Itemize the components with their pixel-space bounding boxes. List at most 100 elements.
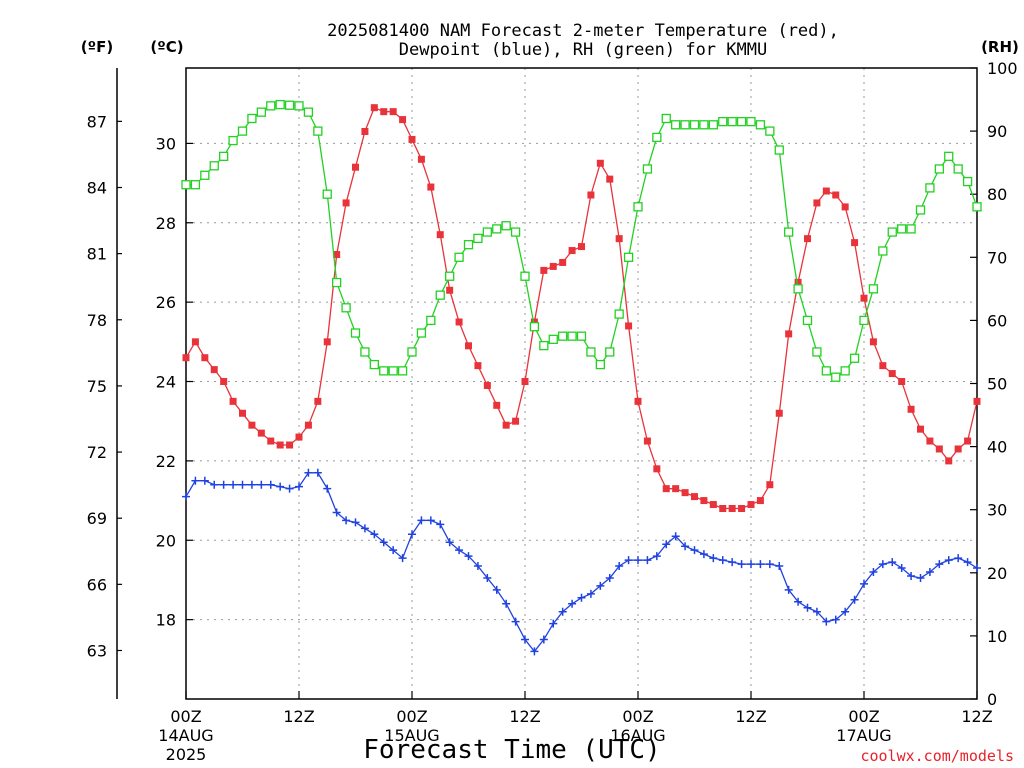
x-axis-title: Forecast Time (UTC) <box>363 735 660 765</box>
relative_humidity-point <box>350 328 361 338</box>
relative_humidity-point <box>181 180 191 190</box>
relative_humidity-point <box>247 113 257 124</box>
rh-tick-label: 10 <box>987 627 1007 646</box>
relative_humidity-point <box>915 205 926 215</box>
dewpoint-point <box>681 542 690 551</box>
dewpoint-point <box>916 573 925 582</box>
relative_humidity-point <box>501 221 511 231</box>
rh-tick-label: 70 <box>987 248 1007 267</box>
relative_humidity-point <box>953 164 963 174</box>
temperature-point <box>540 266 548 274</box>
temperature-point <box>201 354 209 362</box>
dewpoint-point <box>379 538 388 547</box>
relative_humidity-point <box>228 135 238 146</box>
temperature-point <box>408 135 416 143</box>
dewpoint-point <box>539 635 548 644</box>
dewpoint-point <box>963 558 972 567</box>
rh-tick-label: 90 <box>987 122 1007 141</box>
temperature-point <box>662 485 670 493</box>
dewpoint-point <box>332 508 341 517</box>
dewpoint-point <box>596 581 605 590</box>
relative_humidity-point <box>642 164 653 174</box>
dewpoint-point <box>577 593 586 602</box>
relative_humidity-point <box>200 170 210 180</box>
x-tick-label: 00Z <box>170 707 201 726</box>
relative_humidity-series <box>181 99 982 382</box>
dewpoint-point <box>784 585 793 594</box>
relative_humidity-point <box>463 240 474 250</box>
temperature-point <box>945 457 953 465</box>
celsius-tick-label: 26 <box>156 293 176 312</box>
temperature-point <box>512 417 520 425</box>
temperature-point <box>446 286 454 294</box>
dewpoint-point <box>417 516 426 525</box>
relative_humidity-point <box>369 359 379 370</box>
relative_humidity-point <box>407 347 417 357</box>
relative_humidity-point <box>868 284 879 294</box>
dewpoint-point <box>869 568 878 577</box>
relative_humidity-point <box>925 183 935 193</box>
dewpoint-point <box>219 480 228 489</box>
temperature-series <box>182 104 981 513</box>
temperature-point <box>926 437 934 445</box>
temperature-point <box>841 203 849 211</box>
dewpoint-point <box>624 556 633 565</box>
temperature-point <box>973 397 981 405</box>
temperature-point <box>832 191 840 199</box>
temperature-point <box>455 318 463 326</box>
dewpoint-point <box>389 546 398 555</box>
dewpoint-point <box>285 484 294 493</box>
dewpoint-point <box>558 607 567 616</box>
temperature-point <box>954 445 962 453</box>
x-tick-date-label: 16AUG <box>610 726 665 745</box>
relative_humidity-point <box>906 224 916 234</box>
dewpoint-point <box>247 480 256 489</box>
relative_humidity-point <box>209 161 219 171</box>
dewpoint-point <box>182 492 190 501</box>
relative_humidity-point <box>802 315 813 326</box>
relative_humidity-point <box>605 347 615 357</box>
dewpoint-point <box>652 552 661 561</box>
rh-tick-label: 50 <box>987 375 1007 394</box>
relative_humidity-point <box>567 331 577 341</box>
fahrenheit-tick-label: 69 <box>87 509 107 528</box>
dewpoint-point <box>699 550 708 559</box>
temperature-point <box>182 354 190 362</box>
fahrenheit-axis-unit: (ºF) <box>81 38 113 56</box>
relative_humidity-point <box>765 126 775 136</box>
relative_humidity-point <box>284 100 295 110</box>
relative_humidity-point <box>727 116 737 127</box>
temperature-point <box>314 397 322 405</box>
relative_humidity-point <box>558 331 568 341</box>
temperature-point <box>474 362 482 370</box>
dewpoint-point <box>794 597 803 606</box>
relative_humidity-point <box>379 366 389 376</box>
relative_humidity-point <box>190 180 201 190</box>
dewpoint-point <box>464 552 473 561</box>
fahrenheit-tick-labels: 63 66 69 72 75 78 81 84 87 <box>87 112 122 660</box>
dewpoint-point <box>944 556 953 565</box>
temperature-point <box>559 258 567 266</box>
celsius-tick-label: 20 <box>156 531 176 550</box>
dewpoint-point <box>925 568 934 577</box>
relative_humidity-point <box>934 164 944 174</box>
dewpoint-point <box>238 480 247 489</box>
relative_humidity-point <box>793 284 803 294</box>
temperature-point <box>907 405 915 413</box>
rh-tick-label: 60 <box>987 311 1007 330</box>
x-tick-date-label: 14AUG <box>158 726 213 745</box>
dewpoint-point <box>737 560 746 569</box>
dewpoint-point <box>973 564 981 573</box>
temperature-point <box>935 445 943 453</box>
relative_humidity-point <box>454 252 464 262</box>
dewpoint-point <box>473 562 482 571</box>
celsius-tick-label: 18 <box>156 611 176 630</box>
temperature-point <box>465 342 472 350</box>
relative_humidity-point <box>313 126 323 136</box>
temperature-point <box>681 489 689 497</box>
temperature-point <box>352 163 359 171</box>
relative_humidity-point <box>435 290 445 300</box>
relative_humidity-point <box>360 347 370 357</box>
temperature-point <box>709 501 717 509</box>
